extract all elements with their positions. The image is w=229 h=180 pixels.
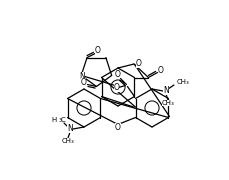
Text: CH₃: CH₃ [161, 100, 174, 106]
Text: O: O [113, 83, 119, 92]
Text: CH₃: CH₃ [176, 79, 188, 85]
Text: O: O [136, 58, 141, 68]
Text: O: O [80, 78, 86, 87]
Text: 3: 3 [59, 118, 62, 123]
Text: N: N [162, 86, 168, 95]
Text: O: O [114, 123, 120, 132]
Text: N: N [67, 124, 73, 133]
Text: H: H [52, 117, 57, 123]
Text: O: O [157, 66, 163, 75]
Text: C: C [61, 117, 65, 123]
Text: N: N [79, 72, 85, 81]
Text: O: O [95, 46, 101, 55]
Text: O: O [114, 70, 120, 79]
Text: CH₃: CH₃ [61, 138, 74, 144]
